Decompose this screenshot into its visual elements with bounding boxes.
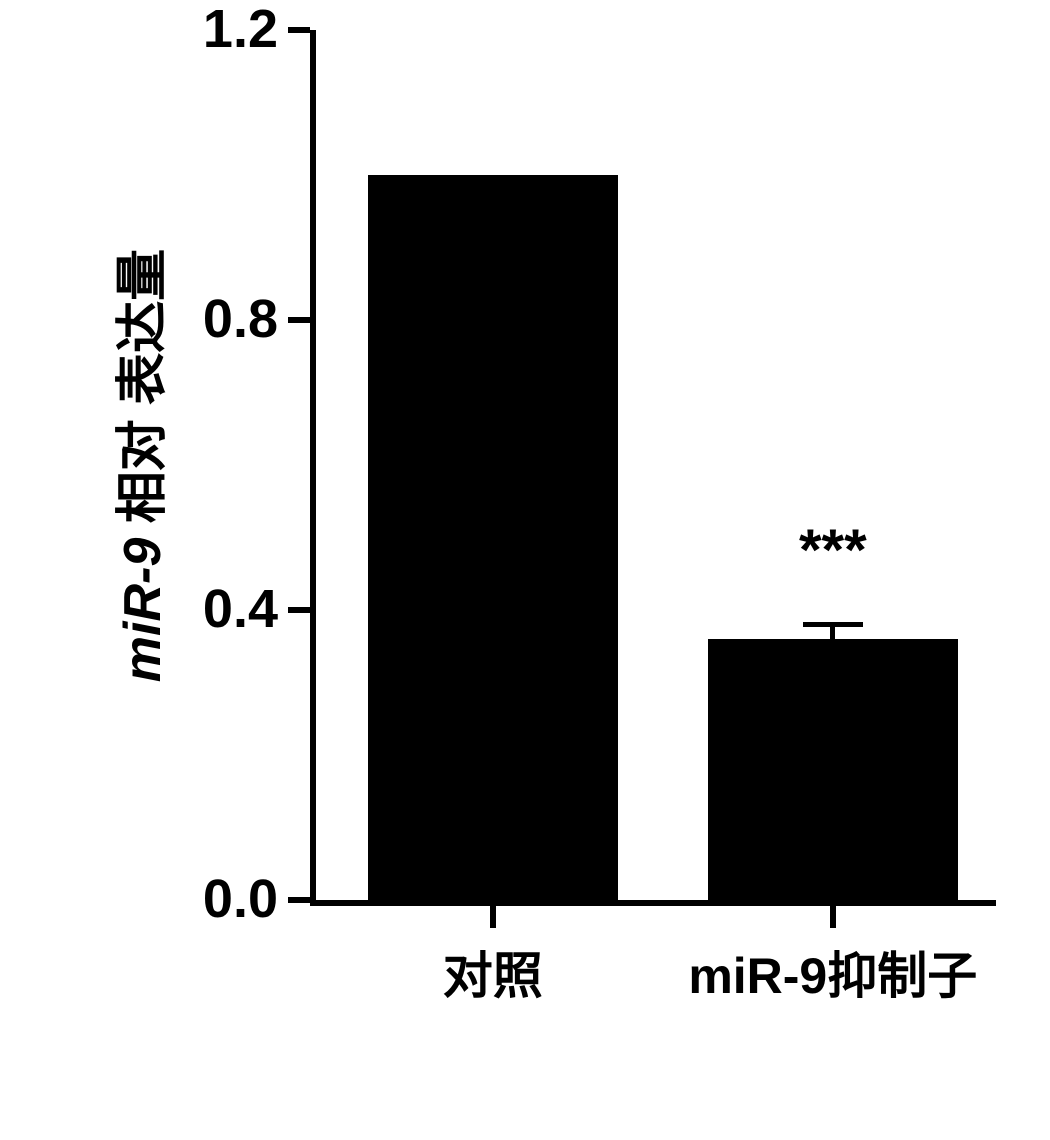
bar-chart: 0.00.40.81.2对照miR-9抑制子***miR-9 相对 表达量 [30, 20, 1030, 1120]
y-tick [288, 897, 310, 903]
x-tick [830, 906, 836, 928]
y-tick-label: 1.2 [128, 0, 278, 60]
y-tick [288, 607, 310, 613]
y-tick [288, 317, 310, 323]
bar-1 [708, 639, 958, 900]
y-axis-label-part1: 相对 [114, 419, 172, 537]
y-tick-label: 0.0 [128, 868, 278, 930]
y-tick [288, 27, 310, 33]
y-axis-label-part2: 表达量 [114, 248, 172, 418]
y-axis-label: miR-9 相对 表达量 [100, 74, 175, 857]
x-tick-label: miR-9抑制子 [633, 936, 1033, 1008]
error-bar-cap [803, 622, 863, 627]
x-tick [490, 906, 496, 928]
significance-label: *** [713, 517, 953, 584]
bar-0 [368, 175, 618, 900]
y-axis-label-italic: miR-9 [114, 537, 172, 681]
